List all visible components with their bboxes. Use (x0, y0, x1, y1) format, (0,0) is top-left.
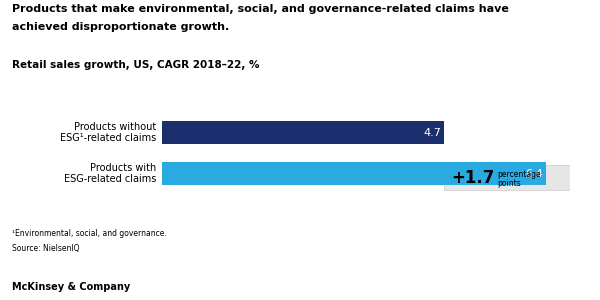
Text: Retail sales growth, US, CAGR 2018–22, %: Retail sales growth, US, CAGR 2018–22, % (12, 60, 260, 70)
Text: achieved disproportionate growth.: achieved disproportionate growth. (12, 22, 229, 32)
Text: 4.7: 4.7 (423, 128, 441, 138)
Text: 6.4: 6.4 (525, 169, 543, 178)
Text: points: points (497, 179, 521, 188)
Text: +1.7: +1.7 (451, 169, 494, 187)
Bar (444, 165, 570, 190)
Bar (162, 162, 546, 185)
Text: ¹Environmental, social, and governance.: ¹Environmental, social, and governance. (12, 230, 167, 238)
Text: Source: NielsenIQ: Source: NielsenIQ (12, 244, 79, 253)
Text: Products that make environmental, social, and governance-related claims have: Products that make environmental, social… (12, 4, 509, 14)
Text: percentage: percentage (497, 170, 541, 179)
Bar (162, 121, 444, 144)
Text: McKinsey & Company: McKinsey & Company (12, 282, 130, 292)
